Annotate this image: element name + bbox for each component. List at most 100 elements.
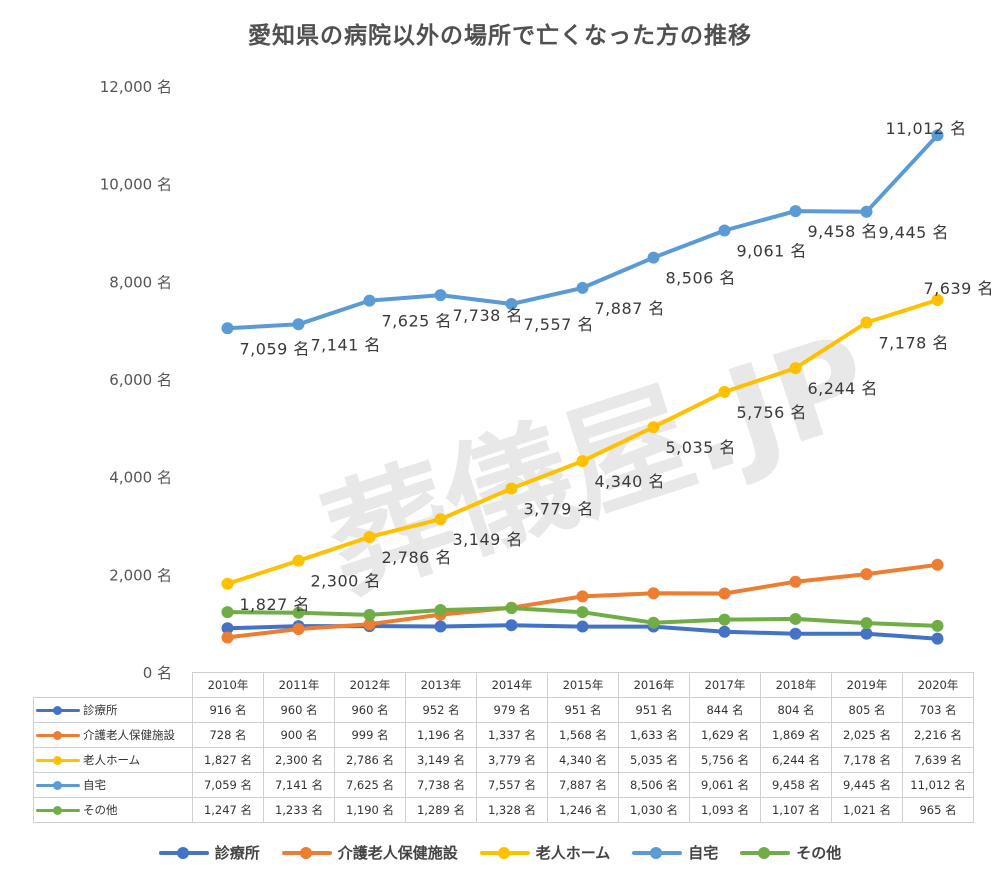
data-point [363, 294, 376, 307]
data-label: 4,340 名 [595, 472, 665, 491]
data-point [647, 616, 660, 629]
table-cell: 1,827 名 [192, 747, 264, 773]
data-label: 7,178 名 [879, 333, 949, 352]
table-row-label: 診療所 [83, 703, 118, 717]
data-label: 9,061 名 [737, 242, 807, 261]
data-point [931, 619, 944, 632]
data-point [860, 617, 873, 630]
table-cell: 952 名 [405, 697, 477, 723]
table-header-year: 2017年 [689, 672, 761, 698]
table-cell: 1,107 名 [760, 797, 832, 823]
data-point [221, 577, 234, 590]
table-cell: 7,141 名 [263, 772, 335, 798]
data-point [931, 293, 944, 306]
table-header-year: 2020年 [902, 672, 974, 698]
legend-item: 老人ホーム [479, 842, 611, 863]
table-row-label: その他 [83, 803, 118, 817]
data-label: 1,827 名 [240, 595, 310, 614]
table-header-year: 2016年 [618, 672, 690, 698]
table-cell: 1,629 名 [689, 722, 761, 748]
y-tick-label: 4,000 名 [109, 469, 172, 487]
table-cell: 951 名 [547, 697, 619, 723]
data-label: 7,639 名 [924, 279, 994, 298]
series-marker-icon [36, 780, 80, 791]
data-point [718, 385, 731, 398]
data-label: 2,786 名 [382, 548, 452, 567]
series-marker-icon [36, 755, 80, 766]
data-point [860, 205, 873, 218]
legend-marker-icon [479, 846, 530, 860]
series-marker-icon [36, 730, 80, 741]
table-row: その他 1,247 名 1,233 名 1,190 名 1,289 名 1,328 名 1,… [33, 797, 974, 823]
table-cell: 1,093 名 [689, 797, 761, 823]
data-point [363, 608, 376, 621]
data-point [363, 530, 376, 543]
data-point [434, 513, 447, 526]
table-cell: 1,247 名 [192, 797, 264, 823]
y-tick-label: 2,000 名 [109, 566, 172, 584]
table-cell: 804 名 [760, 697, 832, 723]
table-header-year: 2010年 [192, 672, 264, 698]
legend-label: 介護老人保健施設 [337, 844, 458, 862]
data-point [221, 322, 234, 335]
data-point [576, 281, 589, 294]
data-point [789, 362, 802, 375]
table-cell: 9,445 名 [831, 772, 903, 798]
table-cell: 2,300 名 [263, 747, 335, 773]
data-point [718, 613, 731, 626]
data-point [789, 575, 802, 588]
data-label: 6,244 名 [808, 379, 878, 398]
data-point [576, 620, 589, 633]
legend-label: 老人ホーム [535, 844, 611, 862]
data-point [718, 224, 731, 237]
table-header-year: 2014年 [476, 672, 548, 698]
data-point [647, 251, 660, 264]
data-point [434, 620, 447, 633]
table-cell: 7,557 名 [476, 772, 548, 798]
legend-marker-icon [158, 846, 209, 860]
table-cell: 999 名 [334, 722, 406, 748]
y-tick-label: 8,000 名 [109, 273, 172, 291]
data-point [221, 631, 234, 644]
data-point [647, 421, 660, 434]
table-cell: 960 名 [334, 697, 406, 723]
table-cell: 2,786 名 [334, 747, 406, 773]
data-label: 7,738 名 [453, 306, 523, 325]
data-point [505, 619, 518, 632]
table-cell: 3,779 名 [476, 747, 548, 773]
y-tick-label: 12,000 名 [100, 78, 172, 96]
table-cell: 1,869 名 [760, 722, 832, 748]
data-point [292, 554, 305, 567]
table-header-year: 2012年 [334, 672, 406, 698]
table-cell: 5,035 名 [618, 747, 690, 773]
table-cell: 805 名 [831, 697, 903, 723]
table-cell: 1,568 名 [547, 722, 619, 748]
data-point [718, 587, 731, 600]
table-cell: 1,233 名 [263, 797, 335, 823]
table-cell: 1,337 名 [476, 722, 548, 748]
table-cell: 1,190 名 [334, 797, 406, 823]
series-marker-icon [36, 805, 80, 816]
data-point [576, 455, 589, 468]
point-labels: 1,827 名2,300 名2,786 名3,149 名3,779 名4,340… [240, 119, 994, 614]
table-cell: 965 名 [902, 797, 974, 823]
data-label: 9,458 名 [808, 222, 878, 241]
data-point [221, 622, 234, 635]
table-header-year: 2019年 [831, 672, 903, 698]
data-label: 7,887 名 [595, 299, 665, 318]
data-point [505, 482, 518, 495]
data-label: 7,059 名 [240, 339, 310, 358]
data-point [647, 587, 660, 600]
data-point [789, 627, 802, 640]
table-row: 老人ホーム 1,827 名 2,300 名 2,786 名 3,149 名 3,779 名… [33, 747, 974, 773]
series-points [221, 129, 944, 645]
data-table: 2010年 2011年 2012年 2013年 2014年 2015年 2016年 2017年… [33, 672, 974, 823]
table-cell: 7,178 名 [831, 747, 903, 773]
table-cell: 1,196 名 [405, 722, 477, 748]
legend-item: 介護老人保健施設 [281, 842, 458, 863]
data-point [931, 129, 944, 142]
data-point [434, 289, 447, 302]
data-point [931, 632, 944, 645]
table-cell: 1,633 名 [618, 722, 690, 748]
data-point [292, 606, 305, 619]
